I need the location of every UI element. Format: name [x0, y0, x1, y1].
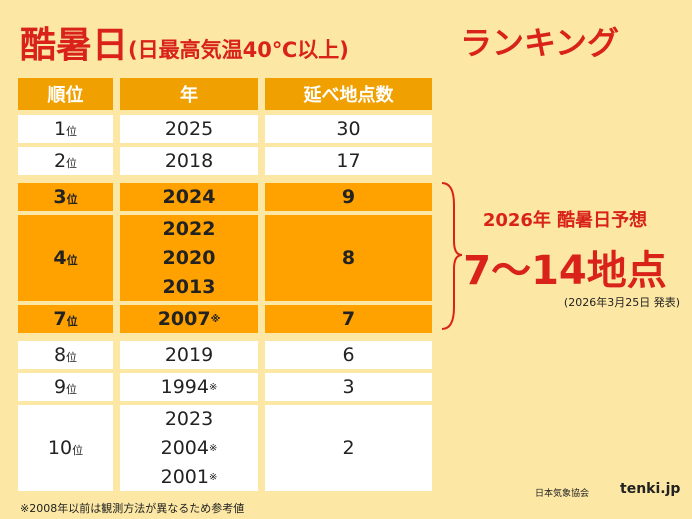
year-cell: 2019: [120, 341, 258, 369]
year: 2020: [162, 246, 216, 269]
count-cell: 3: [265, 373, 432, 401]
count-cell: 2: [265, 405, 432, 491]
rank-cell: 2位: [18, 147, 113, 175]
year-cell: 2025: [120, 115, 258, 143]
rank: 4位: [53, 247, 77, 269]
rank-number: 8: [53, 344, 67, 366]
rank-suffix: 位: [66, 351, 78, 364]
rank-cell: 9位: [18, 373, 113, 401]
year-cell: 2007※: [120, 305, 258, 333]
year: 2025: [164, 117, 214, 140]
rank-cell: 3位: [18, 183, 113, 211]
rank-number: 7: [53, 308, 67, 330]
year-line: 2007※: [158, 305, 221, 334]
bracket: [441, 182, 463, 330]
rank-suffix: 位: [72, 444, 84, 457]
count-cell: 9: [265, 183, 432, 211]
year-note: ※: [208, 381, 218, 393]
title-main: 酷暑日: [20, 25, 129, 66]
year: 2022: [162, 217, 216, 240]
rank-suffix: 位: [66, 157, 78, 170]
year-line: 2022: [163, 215, 216, 244]
count-cell: 30: [265, 115, 432, 143]
rank-cell: 8位: [18, 341, 113, 369]
callout-note: (2026年3月25日 発表): [563, 296, 680, 309]
rank-number: 4: [53, 247, 67, 269]
footnote: ※2008年以前は観測方法が異なるため参考値: [20, 502, 245, 515]
rank-cell: 7位: [18, 305, 113, 333]
year: 2013: [162, 275, 216, 298]
title-tail: ランキング: [460, 24, 620, 62]
rank-suffix: 位: [66, 254, 78, 267]
year-line: 2001※: [161, 463, 218, 492]
title: 酷暑日(日最高気温40℃以上): [20, 16, 349, 68]
rank-suffix: 位: [66, 383, 78, 396]
rank-suffix: 位: [66, 193, 78, 206]
rank-number: 3: [53, 186, 67, 208]
rank-number: 1: [53, 118, 67, 140]
rank-number: 2: [53, 150, 67, 172]
year-cell: 2022 2020 2013: [120, 215, 258, 301]
year-cell: 2024: [120, 183, 258, 211]
count-cell: 17: [265, 147, 432, 175]
header-cell: 年: [120, 78, 258, 110]
header-cell: 延べ地点数: [265, 78, 432, 110]
year-note: ※: [208, 471, 218, 483]
year-note: ※: [210, 313, 221, 325]
year-cell: 1994※: [120, 373, 258, 401]
rank-cell: 4位: [18, 215, 113, 301]
rank: 2位: [54, 150, 77, 172]
year: 2024: [162, 185, 216, 208]
rank: 7位: [53, 308, 77, 330]
year: 1994: [160, 375, 209, 398]
year: 2019: [164, 343, 214, 366]
year-line: 2019: [165, 341, 213, 370]
credit-org: 日本気象協会: [535, 489, 590, 499]
rank: 8位: [54, 344, 77, 366]
year-cell: 2023 2004※ 2001※: [120, 405, 258, 491]
year-line: 2018: [165, 147, 213, 176]
rank-suffix: 位: [66, 125, 78, 138]
credit-site: tenki.jp: [620, 481, 681, 497]
year-line: 2024: [163, 183, 216, 212]
year: 2007: [157, 307, 211, 330]
year-line: 1994※: [161, 373, 218, 402]
year: 2018: [164, 149, 214, 172]
title-sub: (日最高気温40℃以上): [128, 38, 349, 62]
count-cell: 8: [265, 215, 432, 301]
year: 2001: [160, 465, 209, 488]
year-line: 2020: [163, 244, 216, 273]
rank: 1位: [54, 118, 77, 140]
rank-number: 9: [53, 376, 67, 398]
year-line: 2025: [165, 115, 213, 144]
rank-cell: 10位: [18, 405, 113, 491]
header-cell: 順位: [18, 78, 113, 110]
year: 2004: [160, 436, 209, 459]
year-cell: 2018: [120, 147, 258, 175]
rank-suffix: 位: [66, 315, 78, 328]
callout-value: 7〜14地点: [463, 248, 667, 294]
callout-heading: 2026年 酷暑日予想: [482, 210, 648, 231]
rank: 3位: [53, 186, 77, 208]
count-cell: 7: [265, 305, 432, 333]
year-note: ※: [208, 442, 218, 454]
year: 2023: [164, 407, 214, 430]
rank: 10位: [48, 437, 83, 459]
year-line: 2023: [165, 405, 213, 434]
rank: 9位: [54, 376, 77, 398]
count-cell: 6: [265, 341, 432, 369]
year-line: 2013: [163, 273, 216, 302]
year-line: 2004※: [161, 434, 218, 463]
rank-number: 10: [47, 437, 73, 459]
rank-cell: 1位: [18, 115, 113, 143]
